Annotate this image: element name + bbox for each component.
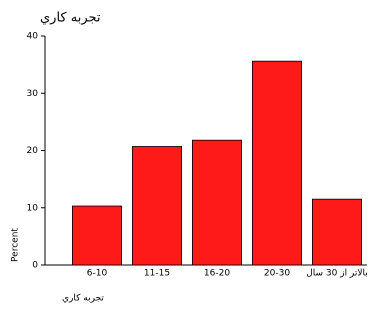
bar [312, 199, 361, 265]
x-axis-label: تجربه کاري [62, 294, 104, 304]
chart-title: تجربه کاري [40, 11, 101, 26]
x-tick-label: 6-10 [87, 269, 108, 279]
x-tick-label: بالاتر از 30 سال [306, 269, 368, 279]
y-tick-label: 0 [32, 261, 38, 271]
bar [252, 61, 301, 265]
bar [132, 146, 181, 265]
y-tick-label: 10 [27, 203, 39, 213]
y-tick-label: 30 [27, 89, 39, 99]
bar [192, 140, 241, 265]
x-tick-label: 16-20 [204, 269, 230, 279]
x-tick-label: 11-15 [144, 269, 170, 279]
y-tick-label: 40 [27, 32, 39, 42]
bar [72, 206, 121, 265]
y-tick-label: 20 [27, 146, 39, 156]
chart: تجربه کاري Percent تجربه کاري 0 10 20 30 40 6… [0, 0, 381, 315]
page: {"chart_data": {"type": "bar", "title": … [0, 0, 381, 315]
y-axis-label: Percent [11, 228, 21, 262]
x-tick-label: 20-30 [264, 269, 290, 279]
